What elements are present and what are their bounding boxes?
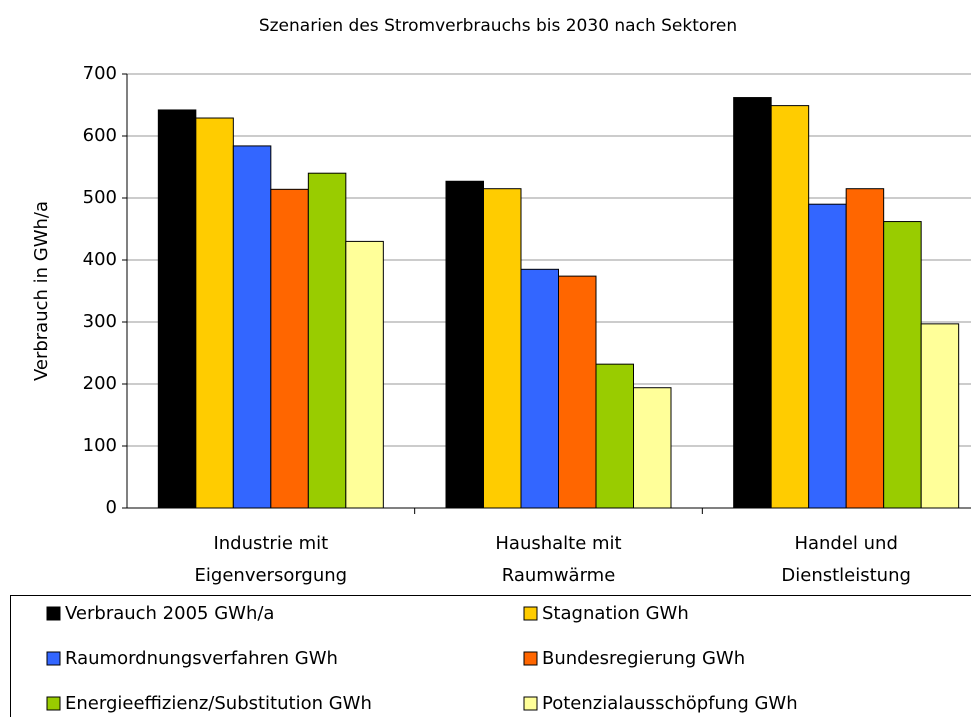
y-tick-label: 500 — [83, 187, 117, 208]
bar — [445, 180, 484, 509]
y-tick-label: 400 — [83, 249, 117, 270]
legend-label: Stagnation GWh — [542, 603, 689, 624]
bar — [595, 363, 634, 509]
bar — [883, 221, 922, 509]
chart-title: Szenarien des Stromverbrauchs bis 2030 n… — [259, 16, 737, 36]
bar — [520, 268, 559, 509]
bar — [845, 188, 885, 509]
y-tick-label: 700 — [83, 63, 117, 84]
legend-label: Raumordnungsverfahren GWh — [65, 648, 338, 669]
x-tick-label: Handel und Dienstleistung — [781, 533, 911, 586]
legend-swatch — [523, 606, 538, 621]
legend-swatch — [46, 606, 61, 621]
x-tick-label: Haushalte mit Raumwärme — [495, 533, 621, 586]
legend-label: Verbrauch 2005 GWh/a — [65, 603, 274, 624]
legend-box — [10, 595, 971, 717]
legend-label: Bundesregierung GWh — [542, 648, 745, 669]
y-tick-label: 100 — [83, 435, 117, 456]
bar — [195, 117, 234, 509]
bar — [558, 275, 597, 509]
bar — [345, 240, 384, 509]
bar — [808, 203, 847, 509]
y-tick-label: 600 — [83, 125, 117, 146]
bar — [770, 105, 810, 509]
y-tick-label: 0 — [106, 497, 117, 518]
legend-swatch — [46, 651, 61, 666]
bar — [232, 145, 272, 509]
bar — [157, 109, 197, 509]
legend-swatch — [523, 696, 538, 711]
legend-label: Potenzialausschöpfung GWh — [542, 693, 798, 714]
legend-swatch — [523, 651, 538, 666]
y-tick-label: 200 — [83, 373, 117, 394]
legend-label: Energieeffizienz/Substitution GWh — [65, 693, 372, 714]
x-tick-label: Industrie mit Eigenversorgung — [195, 533, 348, 586]
y-tick-label: 300 — [83, 311, 117, 332]
bar — [633, 387, 672, 509]
legend-swatch — [46, 696, 61, 711]
bar — [307, 172, 347, 509]
bar — [733, 97, 772, 509]
bar — [920, 323, 960, 509]
bar — [483, 188, 522, 509]
bar — [270, 188, 309, 509]
y-axis-label: Verbrauch in GWh/a — [31, 201, 52, 381]
